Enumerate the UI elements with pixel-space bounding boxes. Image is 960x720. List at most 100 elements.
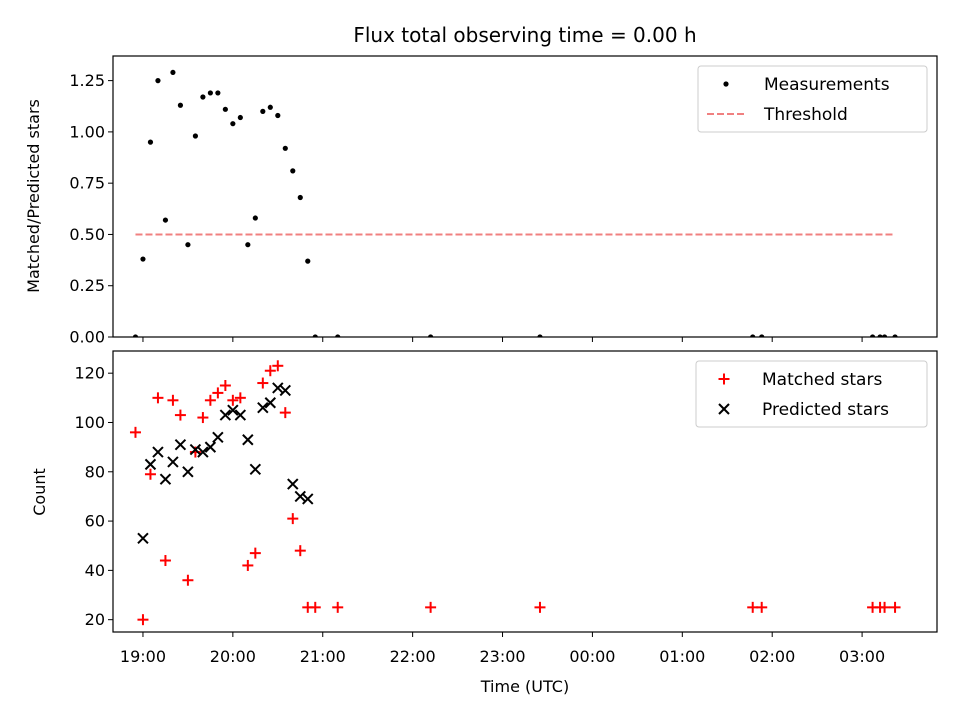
y-tick-label: 1.25 [69, 71, 105, 90]
measurement-point [237, 114, 243, 121]
matched-point [212, 387, 224, 399]
y-tick-label: 0.25 [69, 276, 105, 295]
legend-marker [718, 403, 730, 415]
measurement-point [140, 256, 146, 262]
predicted-point [189, 443, 202, 456]
matched-point [197, 412, 209, 424]
bottom-y-axis-label: Count [30, 468, 49, 516]
predicted-point [294, 490, 306, 503]
y-tick-label: 0.00 [69, 328, 105, 347]
matched-point [204, 394, 216, 406]
legend-box [697, 65, 928, 133]
predicted-point [144, 458, 157, 471]
legend-box [695, 360, 928, 428]
predicted-point [159, 473, 172, 485]
measurement-point [305, 258, 311, 264]
top-panel: 0.00 0.25 0.50 0.75 1.00 1.25 Measurements Thre… [69, 55, 938, 347]
matched-point [889, 601, 901, 613]
x-tick-label: 03:00 [839, 647, 885, 666]
measurement-point [207, 90, 213, 96]
matched-point [234, 392, 246, 404]
matched-point [879, 601, 891, 613]
plot-area [132, 69, 898, 337]
legend: Matched stars Predicted stars [695, 360, 928, 428]
matched-point [287, 513, 299, 525]
measurement-point [869, 334, 876, 337]
x-tick-label: 00:00 [569, 647, 615, 666]
predicted-point [249, 463, 262, 476]
measurement-point [290, 168, 296, 174]
matched-point [332, 601, 344, 613]
measurement-point [252, 215, 258, 221]
predicted-point [234, 409, 247, 421]
measurement-point [881, 334, 888, 337]
measurement-point [537, 334, 543, 337]
matched-point [534, 601, 546, 613]
bottom-panel: 20 40 60 80 100 120 19:00 20:00 21:00 22:00 23:00 0… [74, 350, 938, 666]
x-tick-label: 01:00 [659, 647, 705, 666]
measurement-point [185, 242, 191, 248]
matched-point [144, 468, 156, 480]
x-tick-label: 19:00 [120, 647, 166, 666]
predicted-point [167, 456, 179, 468]
legend-label: Threshold [763, 105, 848, 125]
y-tick-label: 0.50 [69, 225, 105, 244]
y-tick-label: 120 [74, 364, 105, 383]
legend-marker [723, 81, 729, 87]
measurement-point [892, 334, 898, 337]
y-tick-label: 1.00 [69, 122, 105, 141]
x-tick-label: 21:00 [300, 647, 346, 666]
measurement-point [267, 104, 273, 110]
legend-item: Measurements [723, 75, 890, 95]
predicted-point [242, 434, 254, 446]
predicted-point [197, 446, 209, 458]
matched-point [294, 545, 306, 557]
series-predicted-stars [137, 382, 314, 545]
axes-frame [112, 55, 938, 338]
predicted-point [137, 532, 149, 545]
predicted-point [227, 404, 239, 416]
chart-title: Flux total observing time = 0.00 h [353, 23, 696, 47]
legend-item: Matched stars [718, 370, 882, 390]
top-y-axis-label: Matched/Predicted stars [24, 99, 43, 293]
x-tick-label: 02:00 [749, 647, 795, 666]
matched-point [309, 601, 321, 613]
measurement-point [297, 194, 303, 201]
matched-point [756, 601, 768, 613]
matched-point [219, 380, 231, 392]
predicted-point [279, 384, 291, 397]
matched-point [249, 547, 261, 559]
measurement-point [177, 102, 184, 108]
measurement-point [260, 108, 266, 114]
matched-point [425, 601, 437, 613]
matched-point [242, 559, 254, 571]
measurement-point [155, 78, 161, 84]
predicted-point [219, 409, 232, 421]
x-tick-label: 22:00 [390, 647, 436, 666]
axes-frame [112, 350, 938, 633]
measurement-point [759, 334, 765, 337]
predicted-point [287, 478, 299, 490]
measurement-point [170, 69, 176, 76]
predicted-point [182, 466, 194, 478]
matched-point [182, 574, 194, 586]
measurement-point [162, 217, 169, 223]
matched-point [174, 409, 186, 421]
measurement-point [877, 334, 883, 337]
matched-point [227, 394, 239, 406]
predicted-point [152, 446, 164, 458]
predicted-point [204, 441, 217, 453]
measurement-point [132, 334, 139, 337]
legend-marker [718, 373, 730, 385]
measurement-point [200, 94, 206, 100]
y-tick-label: 40 [85, 561, 105, 580]
x-axis-label: Time (UTC) [480, 677, 569, 696]
predicted-point [264, 397, 277, 409]
matched-point [257, 377, 269, 389]
legend-item: Threshold [707, 105, 848, 125]
measurement-point [230, 121, 236, 127]
matched-point [272, 360, 284, 372]
predicted-point [174, 438, 187, 451]
matched-point [129, 426, 141, 438]
